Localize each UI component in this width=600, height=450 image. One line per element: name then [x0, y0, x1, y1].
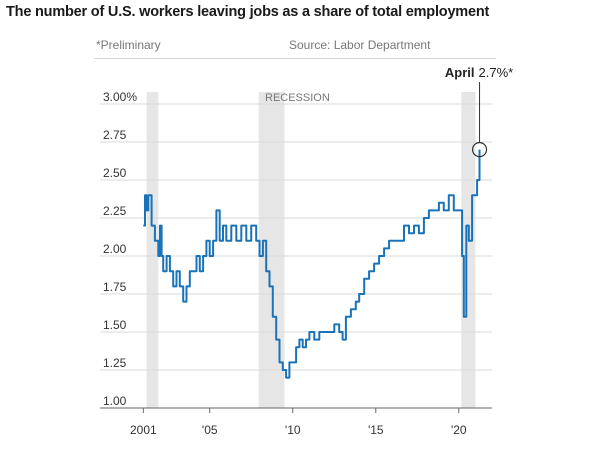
x-tick-label: '15 [368, 423, 384, 437]
recession-label: RECESSION [265, 92, 330, 104]
series-line [143, 149, 481, 379]
april-annotation: April 2.7%* [445, 65, 514, 158]
y-tick-label: 2.00 [103, 242, 127, 256]
recession-band-0 [146, 92, 159, 408]
x-tick-label: '05 [202, 423, 218, 437]
y-tick-label: 3.00% [103, 90, 137, 104]
x-tick-label: '10 [285, 423, 301, 437]
y-tick-label: 1.75 [103, 280, 127, 294]
y-tick-label: 1.00 [103, 394, 127, 408]
x-axis-ticks: 2001 '05 '10 '15 '20 [130, 408, 467, 437]
y-tick-label: 2.50 [103, 166, 127, 180]
series-line-path [143, 149, 481, 379]
preliminary-note: *Preliminary [96, 38, 161, 52]
y-tick-label: 1.50 [103, 318, 127, 332]
y-tick-label: 2.25 [103, 204, 127, 218]
y-tick-label: 2.75 [103, 128, 127, 142]
x-tick-label: 2001 [130, 423, 157, 437]
x-tick-label: '20 [451, 423, 467, 437]
annotation-value: 2.7%* [479, 65, 514, 80]
annotation-label: April [445, 65, 475, 80]
source-note: Source: Labor Department [289, 38, 431, 52]
y-axis-ticks: 3.00% 2.75 2.50 2.25 2.00 1.75 1.50 1.25 1.00 [103, 90, 137, 408]
header-divider [94, 58, 496, 59]
y-tick-label: 1.25 [103, 356, 127, 370]
gridlines [100, 103, 492, 409]
recession-bands [146, 92, 476, 408]
recession-band-2 [461, 92, 476, 408]
chart-title: The number of U.S. workers leaving jobs … [6, 4, 490, 20]
